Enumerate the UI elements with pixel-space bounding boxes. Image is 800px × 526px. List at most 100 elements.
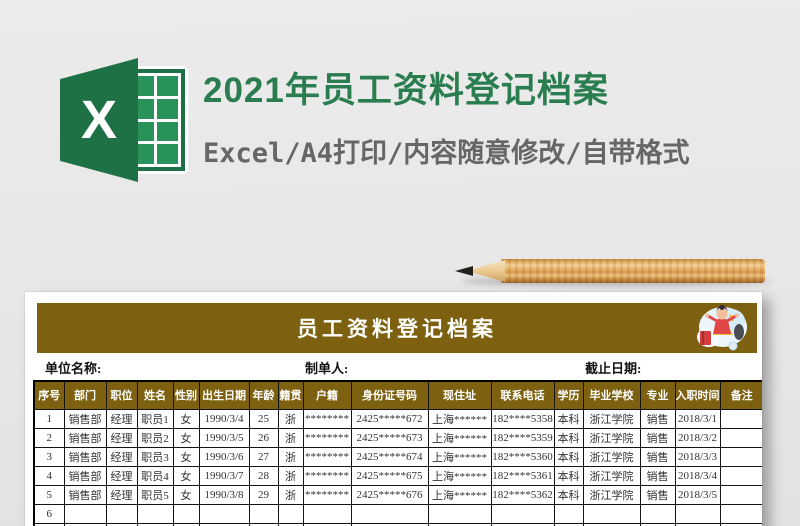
data-cell: 女 [172, 484, 200, 505]
data-cell: 经理 [105, 446, 138, 467]
header-cell: 职位 [105, 380, 138, 410]
data-cell: 销售 [639, 408, 676, 429]
table-row: 1 销售部 经理 职员1 女 1990/3/4 25 浙 ******** 2425*****67… [33, 408, 762, 429]
data-cell: ******** [302, 427, 352, 448]
data-cell: 5 [33, 484, 65, 505]
data-cell [719, 427, 762, 448]
header-cell: 出生日期 [198, 380, 250, 410]
data-cell: 4 [33, 465, 65, 486]
data-cell: ******** [302, 484, 352, 505]
header-cell: 部门 [63, 380, 107, 410]
data-cell [719, 446, 762, 467]
data-cell: ******** [302, 446, 352, 467]
data-cell [553, 503, 584, 524]
data-cell: 1990/3/5 [198, 427, 250, 448]
excel-x-letter: X [80, 90, 118, 150]
hero-text-block: 2021年员工资料登记档案 Excel/A4打印/内容随意修改/自带格式 [203, 62, 793, 170]
table-row [33, 522, 762, 526]
header-cell: 专业 [639, 380, 676, 410]
data-cell: 浙江学院 [582, 465, 641, 486]
sheet-title-band: 员工资料登记档案 [37, 303, 757, 353]
data-cell: 2425*****675 [350, 465, 429, 486]
data-cell [277, 503, 304, 524]
data-cell: 上海****** [427, 427, 492, 448]
data-cell [172, 503, 200, 524]
header-cell: 毕业学校 [582, 380, 641, 410]
data-cell: 浙江学院 [582, 446, 641, 467]
table-row: 6 [33, 503, 762, 524]
excel-logo-cover: X [60, 58, 138, 182]
data-cell: 2425*****676 [350, 484, 429, 505]
data-cell: 2018/3/1 [674, 408, 721, 429]
page-subtitle: Excel/A4打印/内容随意修改/自带格式 [203, 138, 690, 169]
employee-table-wrap: 序号 部门 职位 姓名 性别 出生日期 年龄 籍贯 户籍 身份证号码 现住址 联系电话 学历 毕业学校 专业… [33, 380, 762, 526]
data-cell [582, 503, 641, 524]
unit-name-label: 单位名称: [45, 361, 102, 376]
data-cell: 销售部 [63, 427, 107, 448]
data-cell: 1 [33, 408, 65, 429]
data-cell: 销售 [639, 427, 676, 448]
data-cell: 浙江学院 [582, 484, 641, 505]
data-cell: 2425*****673 [350, 427, 429, 448]
table-row: 3 销售部 经理 职员3 女 1990/3/6 27 浙 ******** 2425*****67… [33, 446, 762, 467]
header-cell: 身份证号码 [350, 380, 429, 410]
data-cell: 浙 [277, 446, 304, 467]
data-cell: 182****5361 [490, 465, 555, 486]
data-cell [674, 503, 721, 524]
data-cell: 职员4 [136, 465, 174, 486]
data-cell: 182****5360 [490, 446, 555, 467]
employee-table: 序号 部门 职位 姓名 性别 出生日期 年龄 籍贯 户籍 身份证号码 现住址 联系电话 学历 毕业学校 专业… [33, 380, 762, 526]
excel-grid-cell [156, 121, 178, 142]
header-cell: 姓名 [136, 380, 174, 410]
data-cell: 2018/3/4 [674, 465, 721, 486]
data-cell: 浙 [277, 484, 304, 505]
data-cell [105, 503, 138, 524]
header-cell: 户籍 [302, 380, 352, 410]
pencil-graphite-tip [455, 266, 473, 276]
data-cell: 职员3 [136, 446, 174, 467]
data-cell: 上海****** [427, 465, 492, 486]
table-row: 4 销售部 经理 职员4 女 1990/3/7 28 浙 ******** 2425*****67… [33, 465, 762, 486]
data-cell: 3 [33, 446, 65, 467]
data-cell: 销售 [639, 446, 676, 467]
pencil-body [501, 259, 765, 283]
data-cell: 25 [248, 408, 279, 429]
header-cell: 入职时间 [674, 380, 721, 410]
data-cell [302, 503, 352, 524]
data-cell: 销售 [639, 465, 676, 486]
data-cell: 职员5 [136, 484, 174, 505]
data-cell: 职员2 [136, 427, 174, 448]
data-cell: 2425*****674 [350, 446, 429, 467]
data-cell: 2018/3/3 [674, 446, 721, 467]
data-cell [719, 522, 762, 526]
data-cell: 经理 [105, 465, 138, 486]
data-cell: 浙 [277, 408, 304, 429]
data-cell: 女 [172, 427, 200, 448]
data-cell [639, 503, 676, 524]
data-cell: ******** [302, 465, 352, 486]
data-cell: 职员1 [136, 408, 174, 429]
data-cell: 经理 [105, 408, 138, 429]
data-cell: 1990/3/7 [198, 465, 250, 486]
data-cell: 浙 [277, 427, 304, 448]
header-cell: 性别 [172, 380, 200, 410]
page-title: 2021年员工资料登记档案 [203, 71, 609, 110]
sheet-title: 员工资料登记档案 [297, 318, 497, 341]
header-row: 序号 部门 职位 姓名 性别 出生日期 年龄 籍贯 户籍 身份证号码 现住址 联系电话 学历 毕业学校 专业… [33, 380, 762, 410]
data-cell: ******** [302, 408, 352, 429]
maker-label: 制单人: [305, 361, 349, 376]
data-cell: 销售 [639, 484, 676, 505]
data-cell: 28 [248, 465, 279, 486]
data-cell: 浙 [277, 465, 304, 486]
data-cell: 1990/3/4 [198, 408, 250, 429]
data-cell: 销售部 [63, 484, 107, 505]
data-cell: 2018/3/2 [674, 427, 721, 448]
data-cell: 上海****** [427, 408, 492, 429]
person-illustration [697, 305, 747, 351]
data-cell [719, 484, 762, 505]
data-cell [248, 503, 279, 524]
data-cell: 上海****** [427, 484, 492, 505]
header-cell: 现住址 [427, 380, 492, 410]
data-cell: 本科 [553, 427, 584, 448]
